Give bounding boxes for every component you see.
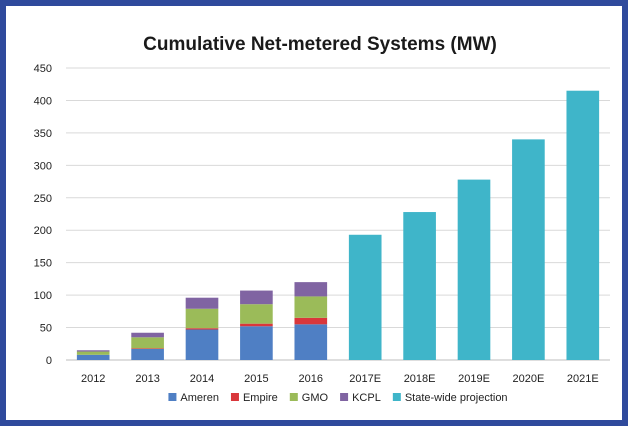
y-tick-label: 0 [46,355,52,367]
bar-segment [76,354,110,360]
bar-segment [185,308,219,329]
bar-segment [403,212,436,360]
x-tick-label: 2013 [135,373,159,385]
legend-item: State-wide projection [392,392,508,404]
x-tick-label: 2020E [512,373,544,385]
legend-label: Empire [243,392,278,404]
bar-segment [294,282,328,297]
legend-swatch [168,393,177,401]
x-tick-label: 2021E [567,373,599,385]
legend-item: GMO [289,392,329,404]
x-tick-label: 2014 [190,373,214,385]
x-tick-label: 2019E [458,373,490,385]
bar-segment [185,329,219,360]
legend-label: State-wide projection [405,392,508,404]
y-tick-label: 250 [34,193,52,205]
x-tick-label: 2018E [404,373,436,385]
bar-segment [185,297,219,309]
bar-segment [294,324,328,360]
y-axis-ticks: 0 50 100 150 200 250 300 350 400 450 [34,63,52,367]
legend-swatch [289,393,298,401]
bar-segment [457,179,491,360]
bar-segment [131,348,164,349]
legend-swatch [230,393,239,401]
legend-label: Ameren [180,392,219,404]
y-tick-label: 450 [34,63,52,75]
x-tick-label: 2015 [244,373,268,385]
bar-segment [512,139,545,360]
bar-segment [294,317,328,325]
y-tick-label: 400 [34,95,52,107]
grid-lines [66,67,610,361]
bar-segment [240,323,273,327]
x-tick-label: 2017E [349,373,381,385]
bar-segment [240,326,273,360]
y-tick-label: 150 [34,258,52,270]
legend-swatch [340,393,349,401]
x-tick-label: 2012 [81,373,105,385]
x-tick-label: 2016 [299,373,323,385]
legend-label: GMO [302,392,329,404]
legend-item: KCPL [340,392,381,404]
legend-label: KCPL [352,392,381,404]
bar-segment [240,290,273,305]
y-tick-label: 50 [40,323,52,335]
legend-swatch [392,393,401,401]
bar-segment [240,304,273,324]
bar-segment [131,337,164,349]
bar-segment [185,328,219,330]
chart: Cumulative Net-metered Systems (MW) 0 50 1… [34,34,610,404]
legend-item: Empire [230,392,278,404]
chart-title: Cumulative Net-metered Systems (MW) [143,34,497,55]
y-tick-label: 350 [34,128,52,140]
y-tick-label: 300 [34,160,52,172]
y-tick-label: 200 [34,225,52,237]
legend: Ameren Empire GMO KCPL State-wide projection [168,392,508,404]
legend-item: Ameren [168,392,219,404]
bar-segment [131,332,164,338]
y-tick-label: 100 [34,290,52,302]
bar-segment [76,350,110,352]
bar-segment [294,296,328,318]
x-axis-ticks: 2012 2013 2014 2015 2016 2017E 2018E 2019E 2020E… [81,373,599,385]
bar-segment [348,234,382,360]
bar-segment [76,351,110,355]
bar-segment [131,348,164,360]
bars [76,90,600,360]
bar-segment [566,90,600,360]
